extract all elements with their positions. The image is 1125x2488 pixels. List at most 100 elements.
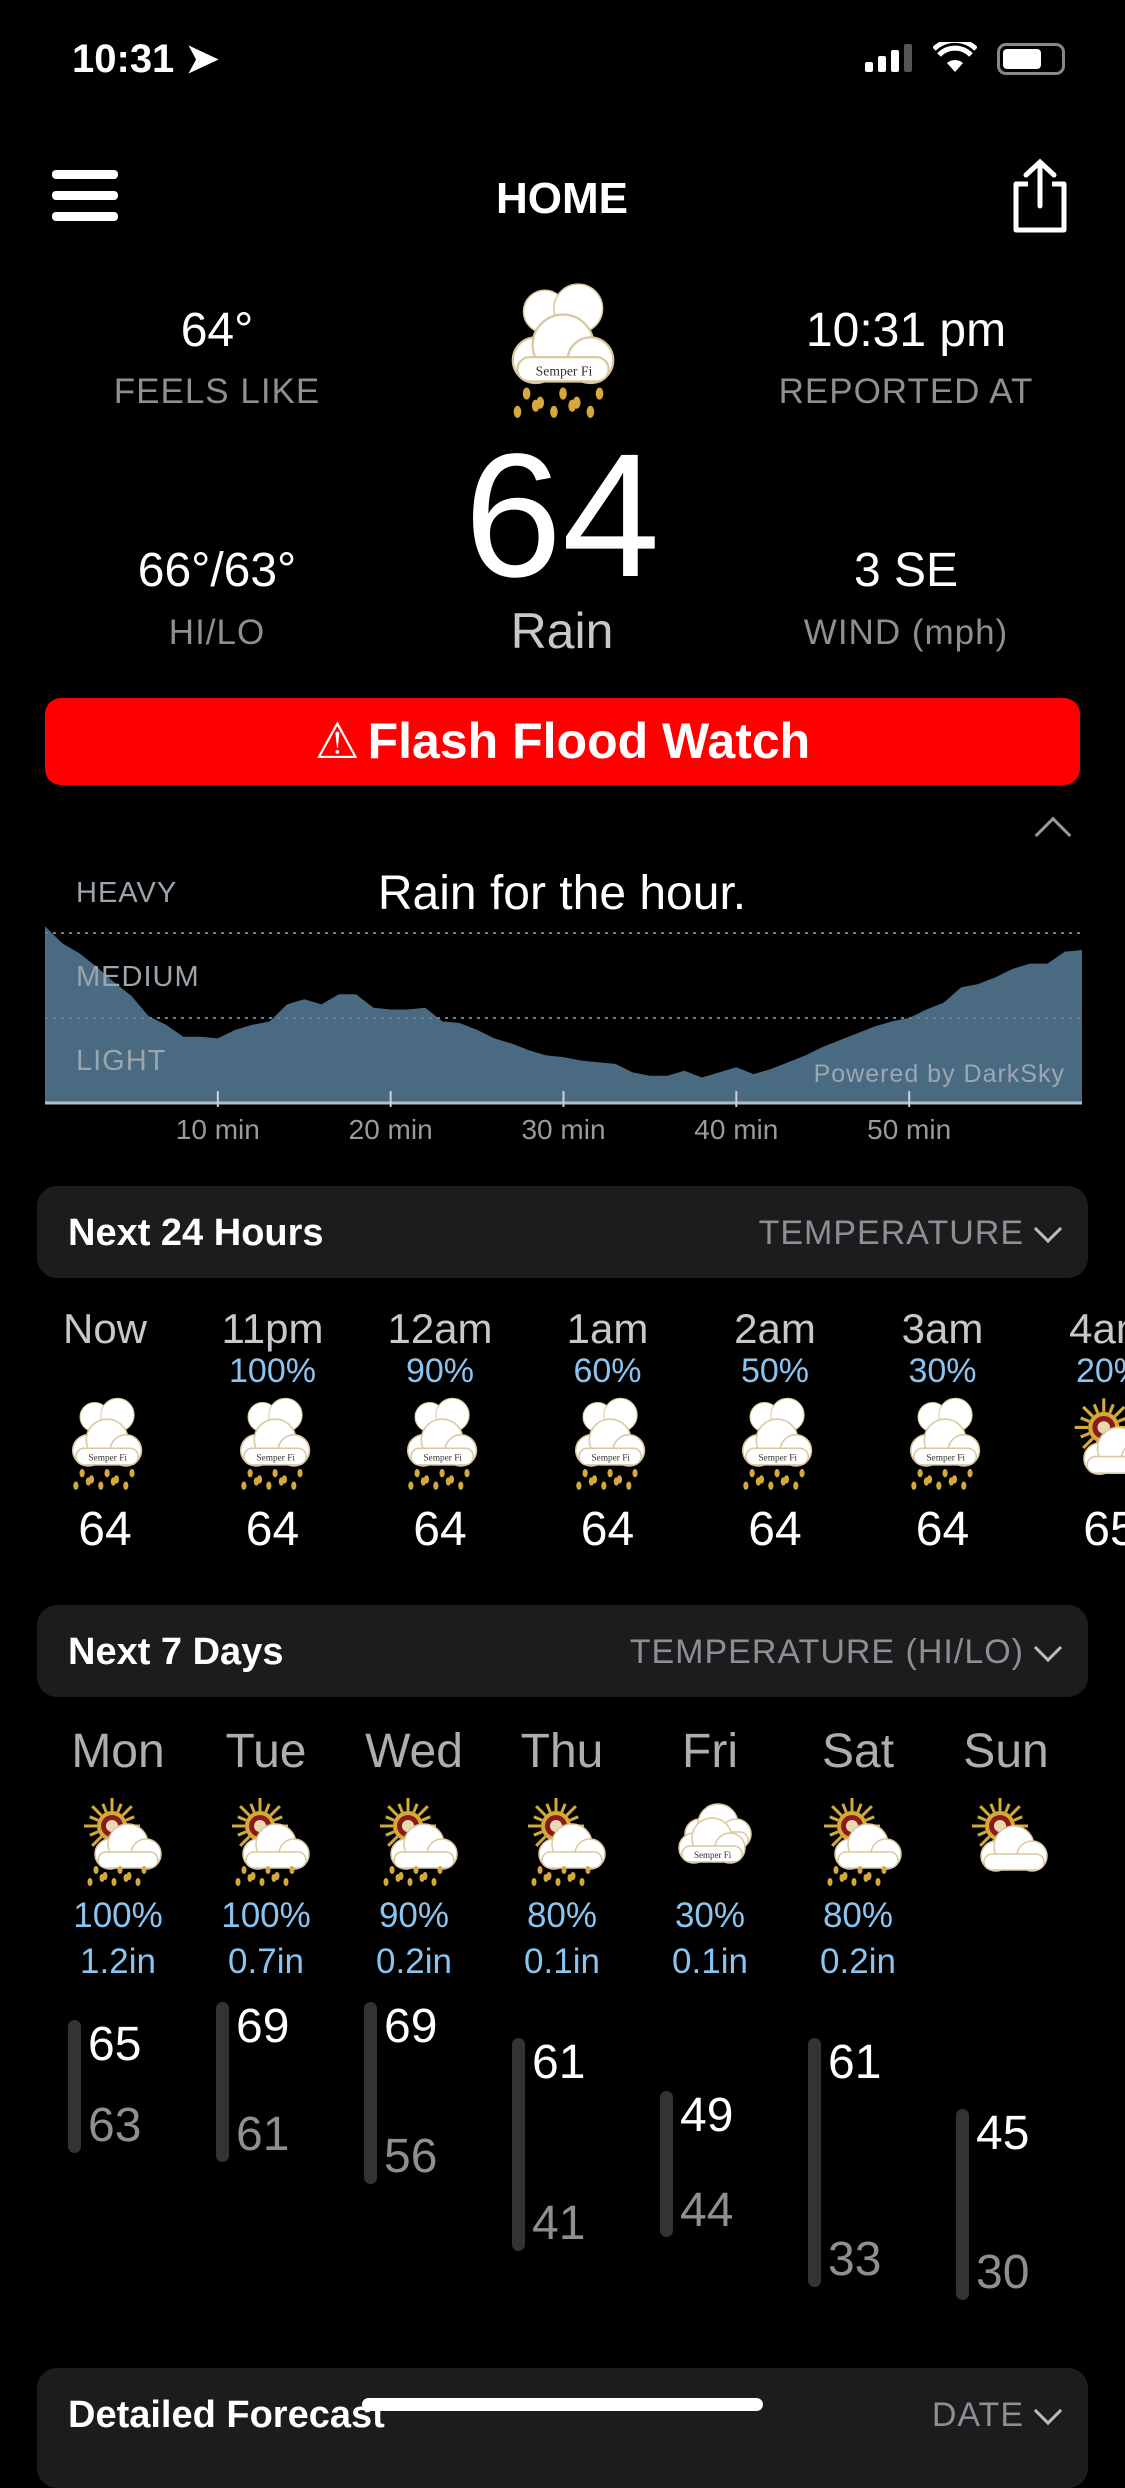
flash-flood-alert-button[interactable]: ⚠ Flash Flood Watch xyxy=(45,698,1080,785)
sun-rain-icon xyxy=(512,1790,612,1890)
temperature-range-bar xyxy=(68,2019,81,2153)
temperature-range-bar xyxy=(808,2037,821,2287)
high-temperature: 69 xyxy=(384,2000,438,2053)
sun-rain-icon xyxy=(68,1790,168,1890)
hour-label: 4am xyxy=(1069,1305,1125,1352)
detailed-sort-dropdown[interactable]: DATE xyxy=(931,2396,1063,2435)
low-temperature: 61 xyxy=(236,2107,290,2161)
high-temperature: 45 xyxy=(976,2107,1030,2161)
precip-chance: 90% xyxy=(378,1896,450,1935)
location-arrow-icon: ➤ xyxy=(185,37,219,81)
hour-label: 1am xyxy=(566,1305,649,1352)
section-title: Next 24 Hours xyxy=(68,1212,324,1254)
share-icon[interactable] xyxy=(1010,158,1070,234)
hourly-metric-dropdown[interactable]: TEMPERATURE xyxy=(759,1214,1063,1253)
hour-label: 11pm xyxy=(221,1305,324,1352)
high-temperature: 61 xyxy=(828,2035,882,2089)
precip-summary: Rain for the hour. xyxy=(377,867,747,920)
hour-temperature: 64 xyxy=(748,1503,802,1556)
day-label: Tue xyxy=(225,1725,307,1778)
day-label: Wed xyxy=(365,1725,463,1778)
temperature-range-bar xyxy=(216,2002,229,2162)
home-indicator[interactable] xyxy=(362,2398,763,2411)
chevron-down-icon xyxy=(1033,1214,1063,1243)
hour-label: 3am xyxy=(901,1305,984,1352)
hour-label: 12am xyxy=(387,1305,493,1352)
section-title: Detailed Forecast xyxy=(68,2394,385,2436)
current-condition: Rain xyxy=(510,603,614,659)
day-label: Fri xyxy=(682,1725,738,1778)
detailed-forecast-header: Detailed Forecast DATE xyxy=(37,2368,1088,2488)
wind-label: WIND (mph) xyxy=(803,613,1009,652)
precip-amount: 1.2in xyxy=(80,1942,156,1981)
wind-value: 3 SE xyxy=(853,544,959,597)
rain-cloud-icon: Semper Fi xyxy=(221,1390,325,1494)
chevron-down-icon xyxy=(1033,2396,1063,2425)
svg-text:Semper Fi: Semper Fi xyxy=(694,1850,732,1860)
section-title: Next 7 Days xyxy=(68,1631,284,1673)
rain-cloud-icon: Semper Fi xyxy=(484,272,636,424)
hour-temperature: 65 xyxy=(1083,1503,1125,1556)
day-label: Sun xyxy=(963,1725,1049,1778)
svg-text:Semper Fi: Semper Fi xyxy=(536,363,593,378)
svg-text:Semper Fi: Semper Fi xyxy=(758,1454,797,1464)
daily-metric-dropdown[interactable]: TEMPERATURE (HI/LO) xyxy=(630,1633,1063,1672)
svg-text:Semper Fi: Semper Fi xyxy=(423,1454,462,1464)
sun-rain-icon xyxy=(808,1790,908,1890)
precip-chance: 100% xyxy=(229,1352,316,1390)
battery-icon xyxy=(997,43,1065,75)
sun-cloud-icon xyxy=(956,1790,1056,1890)
precip-chart xyxy=(45,926,1082,1107)
svg-text:Semper Fi: Semper Fi xyxy=(256,1454,295,1464)
clock: 10:31 xyxy=(72,37,175,81)
signal-icon xyxy=(865,44,912,72)
status-time: 10:31 ➤ xyxy=(72,36,219,82)
hour-temperature: 64 xyxy=(245,1503,300,1556)
sun-rain-icon xyxy=(364,1790,464,1890)
darksky-credit: Powered by DarkSky xyxy=(813,1060,1065,1088)
low-temperature: 33 xyxy=(828,2232,882,2286)
reported-at-value: 10:31 pm xyxy=(805,304,1007,357)
high-temperature: 65 xyxy=(88,2017,142,2071)
hi-lo-label: HI/LO xyxy=(168,613,266,652)
high-temperature: 69 xyxy=(236,2000,290,2053)
hour-temperature: 64 xyxy=(413,1503,467,1556)
precip-chance: 20% xyxy=(1075,1352,1125,1390)
low-temperature: 56 xyxy=(384,2129,438,2183)
precip-chance: 30% xyxy=(908,1352,977,1390)
svg-text:Semper Fi: Semper Fi xyxy=(591,1454,630,1464)
dropdown-value: DATE xyxy=(931,2396,1024,2434)
next-24-hours-header: Next 24 Hours TEMPERATURE xyxy=(37,1186,1088,1278)
rain-cloud-icon: Semper Fi xyxy=(53,1390,157,1494)
high-temperature: 61 xyxy=(532,2035,586,2089)
x-tick-label: 10 min xyxy=(175,1114,260,1145)
current-temperature: 64 xyxy=(464,418,660,614)
level-label-heavy: HEAVY xyxy=(76,877,178,909)
next-7-days-header: Next 7 Days TEMPERATURE (HI/LO) xyxy=(37,1605,1088,1697)
warning-triangle-icon: ⚠ xyxy=(314,712,360,769)
hour-label: Now xyxy=(62,1305,148,1352)
hour-temperature: 64 xyxy=(580,1503,635,1556)
low-temperature: 63 xyxy=(88,2098,142,2152)
x-tick-label: 40 min xyxy=(694,1114,779,1145)
day-label: Thu xyxy=(520,1725,604,1778)
svg-text:Semper Fi: Semper Fi xyxy=(88,1454,127,1464)
precip-amount: 0.1in xyxy=(524,1942,600,1981)
hour-label: 2am xyxy=(734,1305,816,1352)
chevron-up-icon[interactable] xyxy=(1034,816,1072,854)
hour-temperature: 64 xyxy=(915,1503,970,1556)
precip-chance: 60% xyxy=(573,1352,642,1390)
low-temperature: 41 xyxy=(532,2196,586,2250)
precip-amount: 0.2in xyxy=(820,1942,896,1981)
high-temperature: 49 xyxy=(680,2089,734,2143)
temperature-range-bar xyxy=(956,2109,969,2300)
temperature-range-bar xyxy=(660,2091,673,2238)
precip-chance: 80% xyxy=(822,1896,894,1935)
rain-cloud-icon: Semper Fi xyxy=(723,1390,827,1494)
precip-amount: 0.1in xyxy=(672,1942,748,1981)
hamburger-menu-icon[interactable] xyxy=(52,170,118,221)
page-title: HOME xyxy=(496,174,628,223)
temperature-range-bar xyxy=(364,2002,377,2184)
x-tick-label: 30 min xyxy=(521,1114,606,1145)
level-label-light: LIGHT xyxy=(76,1045,167,1077)
